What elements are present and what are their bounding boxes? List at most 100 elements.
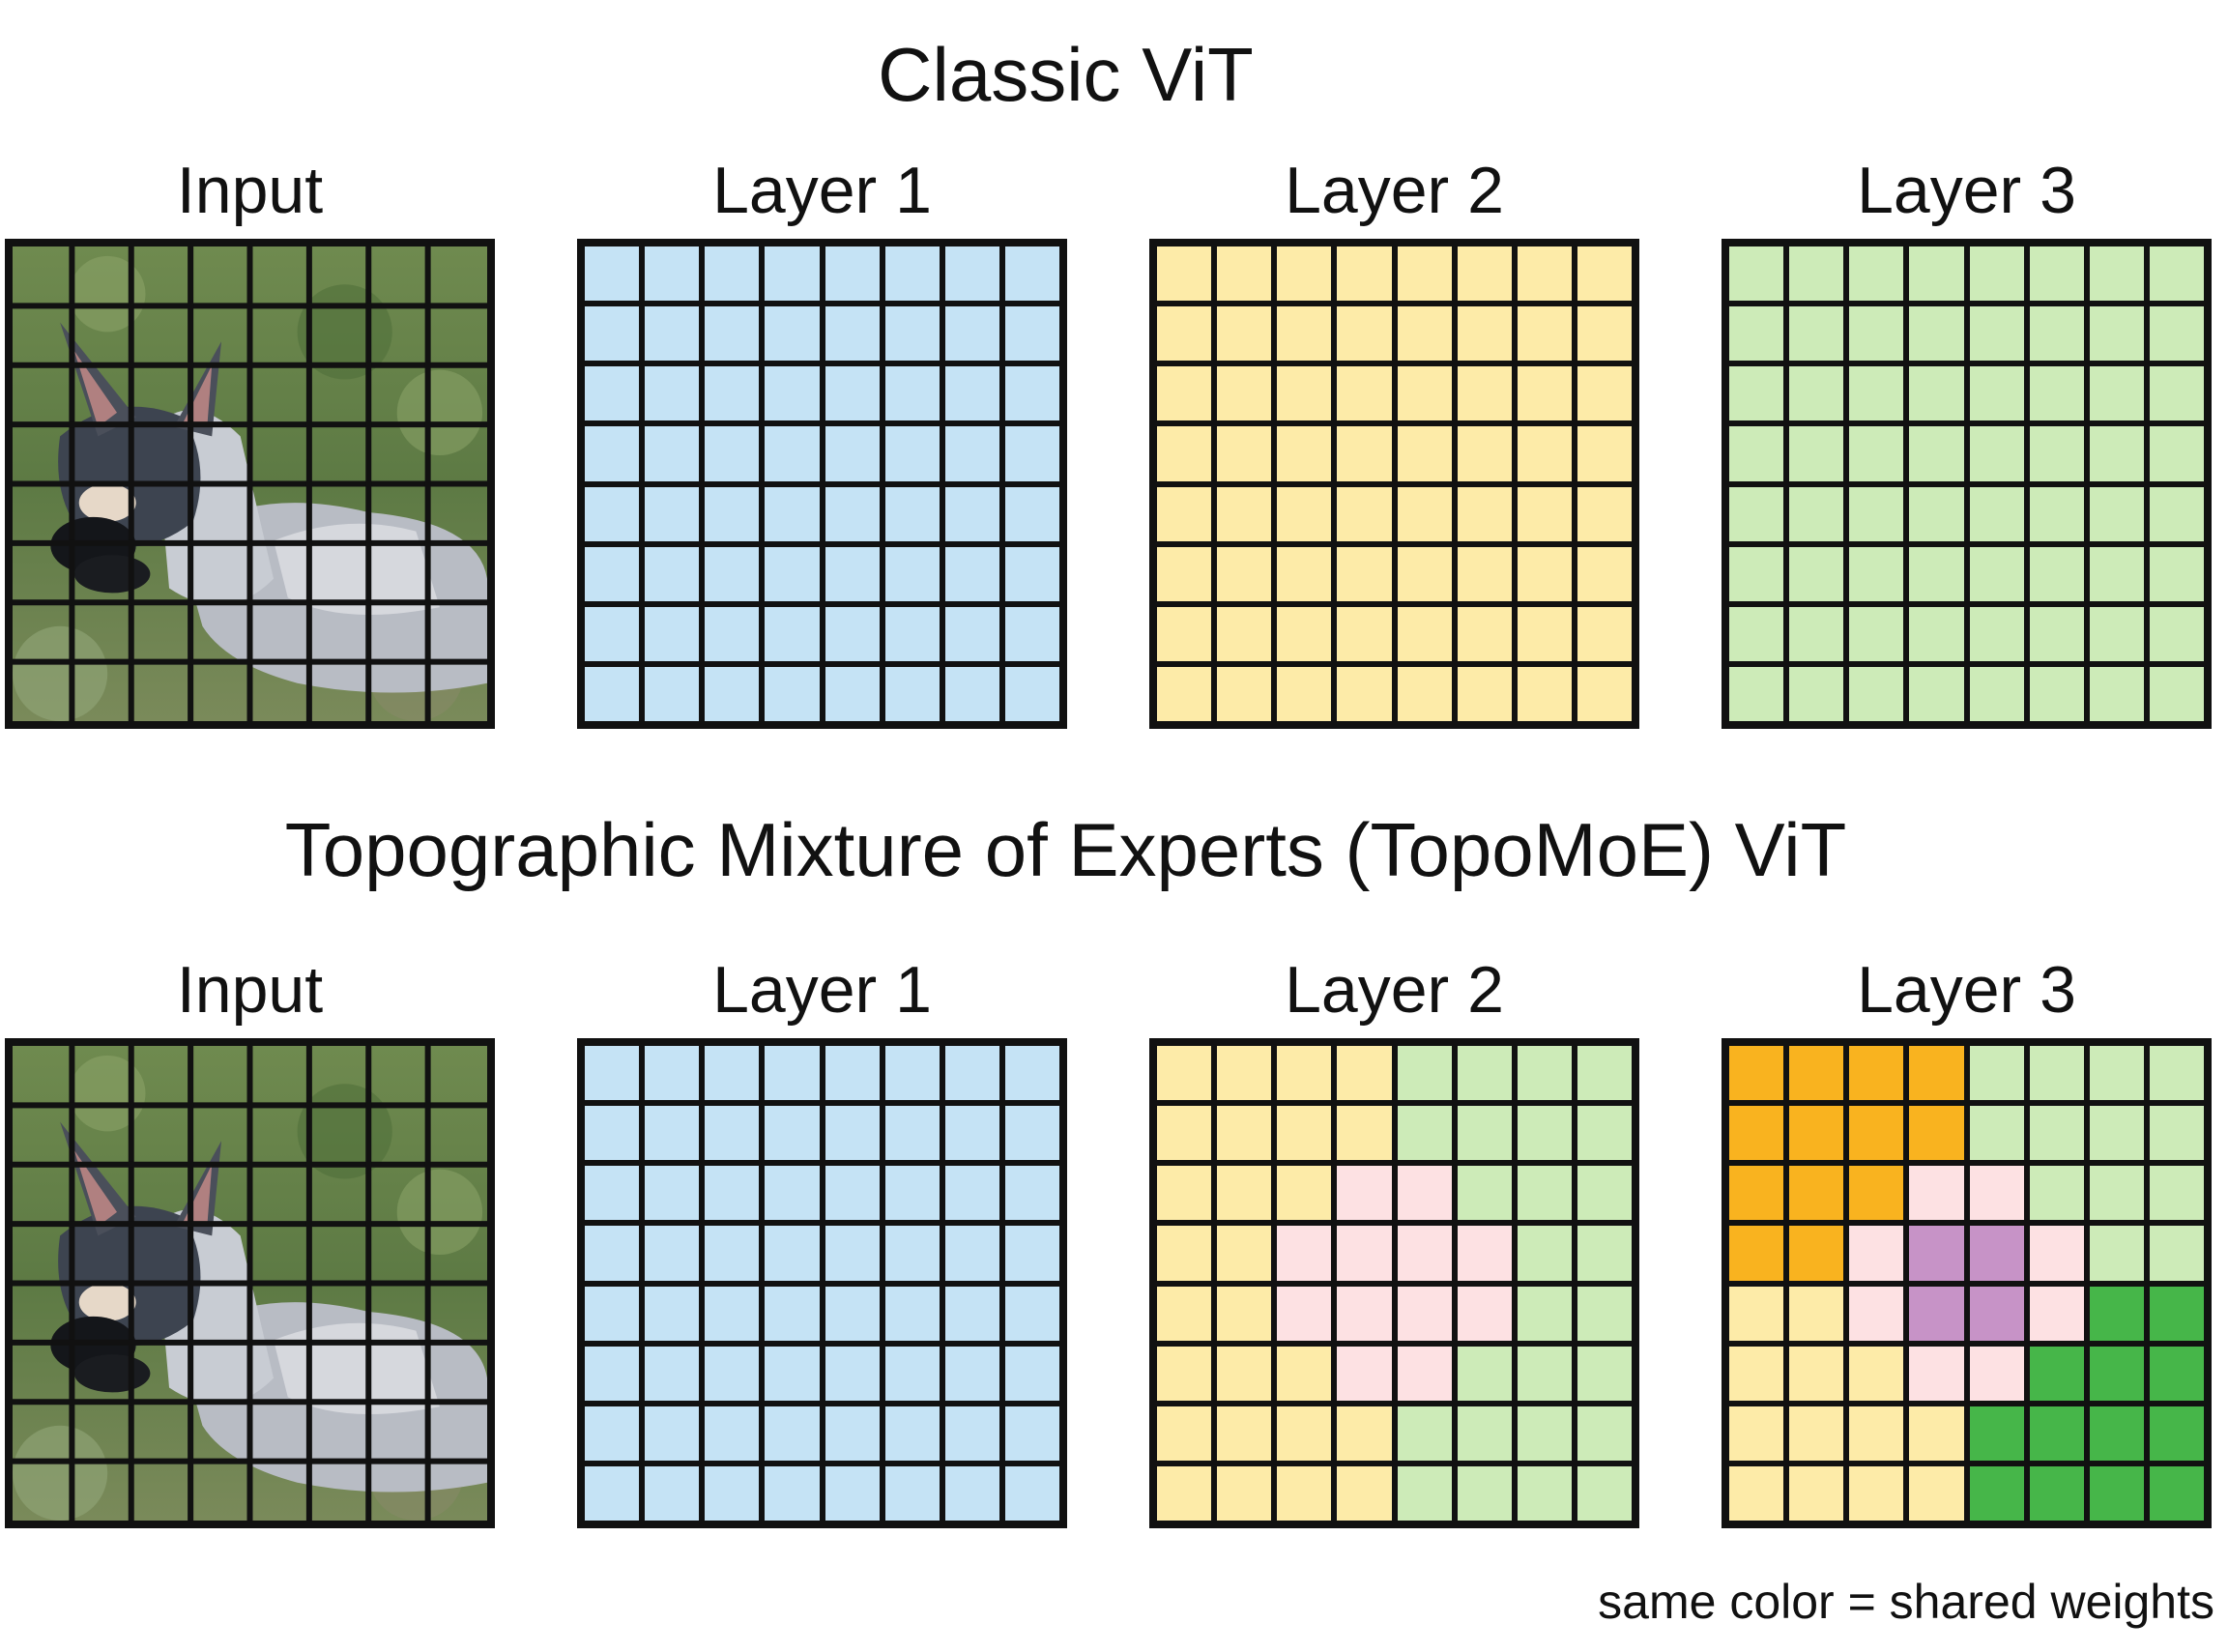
patch-cell: [1337, 306, 1392, 362]
patch-cell: [765, 1106, 820, 1161]
patch-cell: [1517, 546, 1572, 601]
image-patch: [433, 1046, 487, 1100]
patch-cell: [1969, 1046, 2024, 1101]
patch-cell: [944, 366, 999, 421]
patch-cell: [2149, 606, 2204, 661]
patch-cell: [765, 546, 820, 601]
patch-cell: [1004, 1226, 1059, 1281]
patch-cell: [2149, 1046, 2204, 1101]
image-patch: [313, 607, 367, 661]
patch-cell: [1909, 1286, 1964, 1341]
patch-cell: [884, 246, 940, 302]
image-patch: [313, 1226, 367, 1280]
patch-cell: [1457, 1166, 1512, 1221]
patch-cell: [645, 1346, 700, 1401]
patch-cell: [1577, 546, 1632, 601]
image-patch: [313, 246, 367, 301]
patch-cell: [1337, 1465, 1392, 1521]
patch-cell: [765, 246, 820, 302]
patch-cell: [1277, 1286, 1332, 1341]
image-patch: [433, 1226, 487, 1280]
patch-cell: [765, 1166, 820, 1221]
patch-cell: [2089, 426, 2144, 481]
patch-cell: [705, 486, 760, 541]
patch-cell: [1909, 1106, 1964, 1161]
image-patch: [72, 1406, 127, 1461]
patch-cell: [1337, 1046, 1392, 1101]
image-patch: [433, 607, 487, 661]
patch-cell: [1577, 1046, 1632, 1101]
patch-cell: [825, 366, 880, 421]
image-patch: [72, 1466, 127, 1521]
patch-cell: [1729, 246, 1784, 302]
patch-cell: [1004, 486, 1059, 541]
image-patch: [192, 1106, 246, 1160]
image-patch: [132, 366, 187, 420]
patch-cell: [1577, 1286, 1632, 1341]
patch-cell: [1789, 426, 1844, 481]
patch-cell: [705, 1226, 760, 1281]
patch-cell: [645, 366, 700, 421]
classic-input-label: Input: [176, 154, 324, 227]
patch-cell: [1969, 1166, 2024, 1221]
patch-cell: [1969, 426, 2024, 481]
image-patch: [253, 366, 307, 420]
image-patch: [313, 426, 367, 480]
patch-cell: [1577, 486, 1632, 541]
patch-cell: [1969, 606, 2024, 661]
patch-cell: [1517, 1106, 1572, 1161]
patch-cell: [765, 606, 820, 661]
patch-cell: [1397, 426, 1452, 481]
patch-cell: [944, 1286, 999, 1341]
patch-cell: [825, 246, 880, 302]
patch-cell: [645, 246, 700, 302]
patch-cell: [1397, 1226, 1452, 1281]
image-patch: [132, 1466, 187, 1521]
patch-cell: [1909, 1406, 1964, 1461]
patch-cell: [1217, 1166, 1272, 1221]
patch-cell: [585, 1046, 640, 1101]
image-patch: [192, 246, 246, 301]
patch-cell: [1789, 1226, 1844, 1281]
patch-cell: [1004, 1166, 1059, 1221]
patch-cell: [1969, 306, 2024, 362]
patch-cell: [1909, 306, 1964, 362]
patch-cell: [2029, 246, 2084, 302]
patch-cell: [645, 306, 700, 362]
image-patch: [253, 1226, 307, 1280]
patch-cell: [1004, 426, 1059, 481]
patch-cell: [2089, 306, 2144, 362]
topo-layer1-grid: [577, 1038, 1067, 1528]
patch-cell: [585, 486, 640, 541]
image-patch: [373, 1166, 427, 1220]
patch-cell: [825, 1166, 880, 1221]
patch-cell: [1789, 1166, 1844, 1221]
patch-cell: [944, 1046, 999, 1101]
image-patch: [433, 1166, 487, 1220]
patch-cell: [1577, 666, 1632, 721]
patch-cell: [1789, 546, 1844, 601]
patch-cell: [1789, 1465, 1844, 1521]
patch-cell: [1969, 1226, 2024, 1281]
image-patch: [13, 246, 67, 301]
patch-cell: [1849, 1106, 1904, 1161]
patch-cell: [944, 426, 999, 481]
image-patch: [192, 426, 246, 480]
patch-cell: [1337, 606, 1392, 661]
patch-cell: [2149, 1226, 2204, 1281]
patch-cell: [944, 606, 999, 661]
patch-cell: [1909, 1346, 1964, 1401]
patch-cell: [1217, 606, 1272, 661]
patch-cell: [1849, 486, 1904, 541]
patch-cell: [1577, 1406, 1632, 1461]
image-patch: [313, 1466, 367, 1521]
patch-cell: [1909, 246, 1964, 302]
patch-cell: [1397, 546, 1452, 601]
patch-cell: [1457, 1346, 1512, 1401]
patch-cell: [1397, 1346, 1452, 1401]
patch-cell: [2029, 1046, 2084, 1101]
patch-cell: [2089, 606, 2144, 661]
patch-cell: [825, 486, 880, 541]
patch-cell: [1577, 1166, 1632, 1221]
patch-cell: [1729, 1166, 1784, 1221]
